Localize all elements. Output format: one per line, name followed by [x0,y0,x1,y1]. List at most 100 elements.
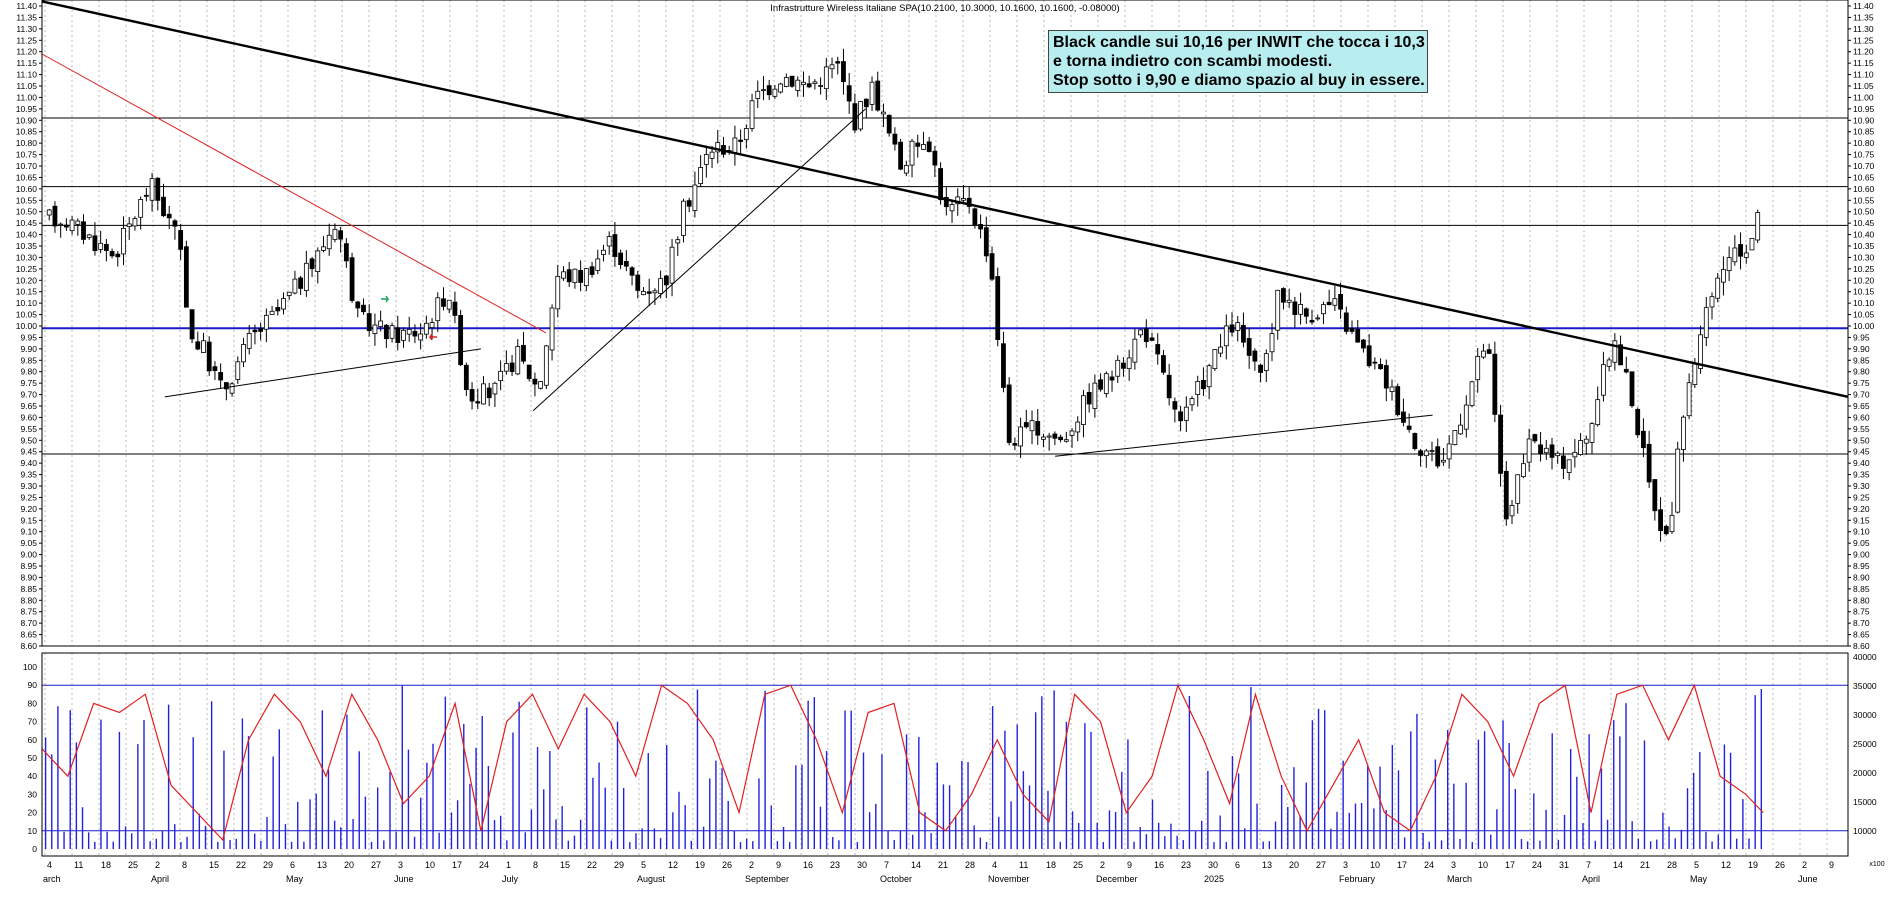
candle-body [1663,526,1669,535]
candle-body [1081,395,1086,425]
candle-body [738,139,744,142]
price-tick-label: 10.90 [16,115,38,125]
x-day-label: 24 [1532,860,1542,870]
candle-body [1201,380,1206,390]
x-day-label: 10 [1370,860,1380,870]
price-tick-label: 11.15 [16,58,37,68]
candle-body [521,344,526,362]
candle-body [783,77,789,87]
candle-body [926,141,932,152]
candle-body [332,228,338,240]
candle-body [1406,425,1412,430]
candle-body [469,389,475,402]
oscillator-panel-frame [41,652,1849,857]
candle-body [1109,376,1115,381]
candle-body [378,320,384,327]
price-tick-label-right: 10.85 [1853,127,1875,137]
candle-body [115,253,121,258]
candle-body [1143,328,1149,343]
price-tick-label-right: 10.90 [1853,115,1875,125]
price-tick-label: 9.05 [20,538,37,548]
price-tick-label: 9.45 [20,447,37,457]
price-tick-label: 11.30 [16,24,37,34]
price-tick-label: 11.00 [16,92,37,102]
candle-body [1721,269,1726,283]
x-day-label: 27 [371,860,381,870]
price-tick-label-right: 9.35 [1853,470,1870,480]
candle-body [81,221,86,240]
candle-body [1229,324,1235,333]
price-tick-label-right: 11.00 [1853,92,1874,102]
candle-body [566,269,572,283]
candle-body [206,341,212,372]
x-day-label: 2 [749,860,754,870]
price-tick-label-right: 9.80 [1853,367,1870,377]
x-day-label: 4 [47,860,52,870]
red-trendline [41,53,547,334]
annotation-line-3: Stop sotto i 9,90 e diamo spazio al buy … [1053,72,1425,89]
price-tick-label: 9.20 [20,504,37,514]
candle-body [1549,444,1555,458]
x-day-label: 17 [1397,860,1407,870]
candle-body [943,197,949,208]
candle-body [1023,422,1029,428]
x-day-label: 6 [290,860,295,870]
candle-body [583,268,589,286]
candle-body [1681,416,1686,450]
candle-body [1286,299,1292,303]
candle-body [1538,444,1543,454]
candle-body [983,227,989,257]
x-day-label: 18 [101,860,111,870]
x-day-label: 16 [1154,860,1164,870]
candle-body [1481,350,1486,358]
candle-body [612,234,618,257]
x-day-label: 28 [965,860,975,870]
candle-body [509,362,515,372]
price-tick-label-right: 9.85 [1853,355,1870,365]
candle-body [229,383,235,394]
price-tick-label: 8.85 [20,584,37,594]
x-day-label: 4 [992,860,997,870]
price-tick-label-right: 9.45 [1853,447,1870,457]
x-day-label: 20 [1289,860,1299,870]
candle-body [269,310,275,315]
trendline [1055,414,1433,457]
candle-body [578,270,584,283]
x-day-label: 30 [857,860,867,870]
candle-body [1383,365,1389,389]
candle-body [595,258,601,271]
candle-body [623,260,629,267]
trendline [164,348,481,398]
candle-body [1503,470,1509,520]
candle-body [212,366,218,371]
price-tick-label: 9.30 [20,481,37,491]
candle-body [69,219,75,232]
price-tick-label: 10.05 [16,310,38,320]
candle-body [823,66,829,90]
candle-body [1601,364,1606,396]
candle-body [401,329,406,341]
candle-body [1646,443,1652,483]
x-day-label: 20 [344,860,354,870]
candle-body [132,218,138,227]
x-day-label: 21 [938,860,948,870]
candle-body [326,234,332,250]
candle-body [1303,308,1309,317]
price-tick-label-right: 9.25 [1853,492,1870,502]
price-tick-label: 10.55 [16,195,38,205]
price-tick-label-right: 11.10 [1853,70,1874,80]
candle-body [195,341,201,350]
x-day-label: 26 [1775,860,1785,870]
x-day-label: 27 [1316,860,1326,870]
candle-body [1429,450,1435,452]
candle-body [1543,447,1549,454]
candle-body [1338,294,1343,310]
x-month-label: June [394,874,414,884]
candle-body [189,309,195,340]
candle-body [743,128,749,140]
candle-body [1686,382,1692,417]
candle-body [412,330,418,337]
candle-body [778,83,784,93]
candle-body [338,230,344,240]
price-tick-label-right: 10.10 [1853,298,1875,308]
